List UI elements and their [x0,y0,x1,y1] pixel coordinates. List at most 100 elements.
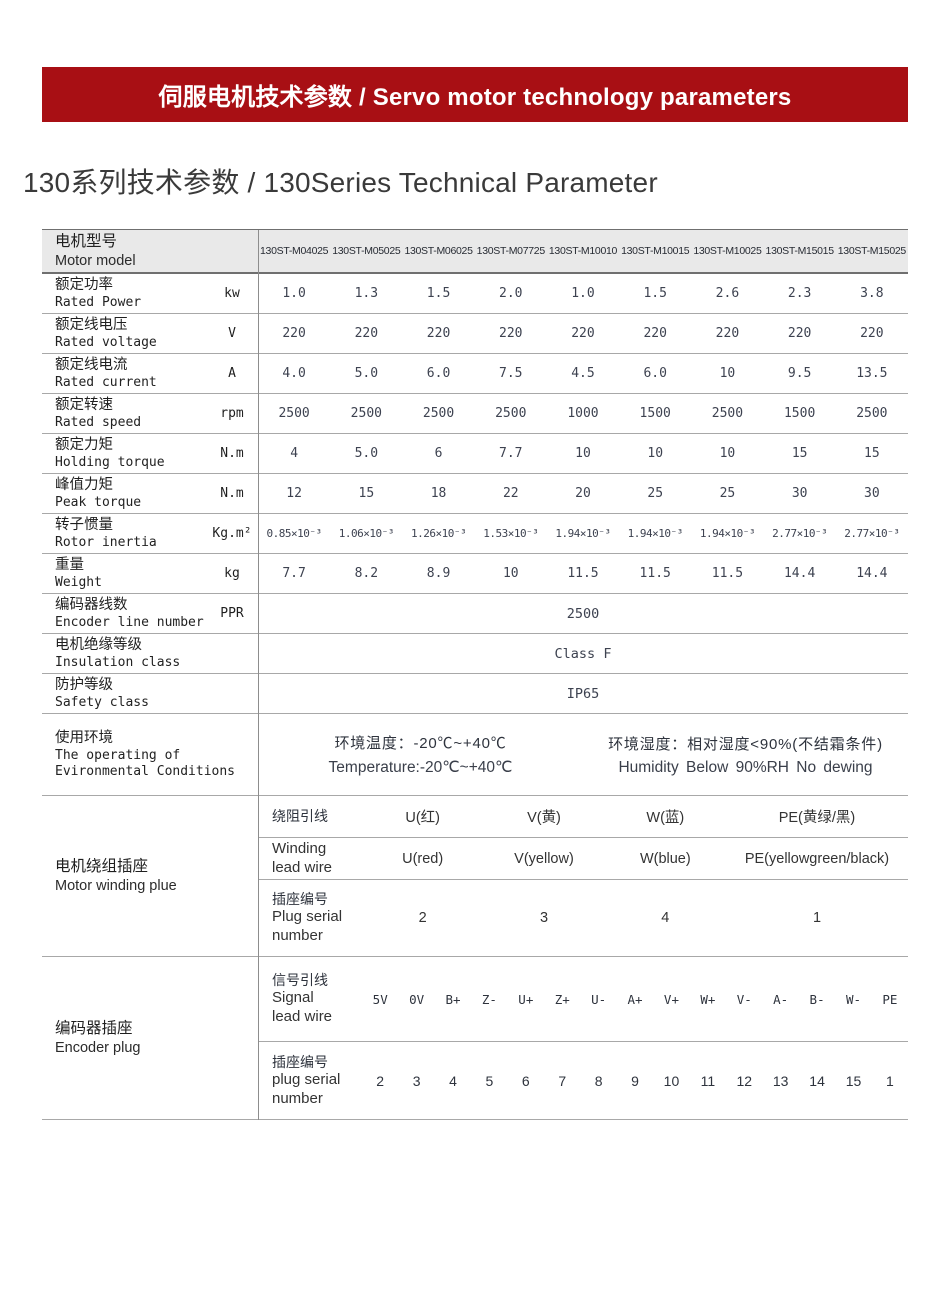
value-cell: 4.5 [571,366,595,381]
plug-serial-row-value: 1 [812,910,822,926]
encoder-serial-row-value: 4 [449,1072,457,1089]
value-cell: 6 [434,446,443,461]
value-cell: 1.94×10⁻³ [627,527,684,540]
value-cell: 220 [571,326,595,341]
signal-lead-row-label-line: Signal [272,989,314,1007]
value-cell: 11.5 [567,566,599,581]
span-value: Class F [554,645,612,662]
row-label-zh: 额定线电压 [55,316,128,333]
value-cell: 1.5 [643,286,667,301]
encoder-serial-row-value: 11 [700,1072,716,1089]
wire-en-row-value: U(red) [402,850,444,867]
table-row: 额定线电流 Rated current A 4.0 5.0 6.0 7.5 4.5 6.0 10 9… [42,354,908,394]
row-label-lines: 转子惯量 Rotor inertia [55,516,206,551]
temperature-en: Temperature:-20℃~+40℃ [328,759,513,776]
row-label-en: The operating of [55,747,181,763]
encoder-serial-row-value: 9 [631,1072,639,1089]
model-name: 130ST-M04025 [260,245,329,257]
signal-lead-row-value: Z+ [554,991,570,1007]
row-label: 使用环境 The operating of Evironmental Conditi… [42,714,258,795]
signal-lead-row-value: V+ [663,991,679,1007]
encoder-section: 编码器插座 Encoder plug 信号引线 Signal lead wire 5V 0V… [42,957,908,1120]
row-label: 转子惯量 Rotor inertia Kg.m² [42,514,258,553]
encoder-serial-row-value: 7 [558,1072,567,1089]
humidity-zh: 环境湿度：相对湿度<90%(不结霜条件) [608,735,883,753]
row-label-zh: 转子惯量 [55,516,113,533]
model-name: 130ST-M10010 [548,245,618,257]
temperature-zh: 环境温度：-20℃~+40℃ [334,735,507,752]
model-name: 130ST-M10015 [621,245,690,257]
signal-lead-row-label-line: lead wire [272,1008,333,1026]
row-label-lines: 额定转速 Rated speed [55,396,206,431]
signal-lead-row-value: B- [809,991,825,1007]
row-label: 电机绝缘等级 Insulation class [42,634,258,673]
value-cell: 2500 [350,406,382,421]
value-cell: 14.4 [783,566,816,581]
row-label-lines: 额定力矩 Holding torque [55,436,206,471]
row-unit: kg [224,566,240,581]
value-cell: 6.0 [426,366,451,381]
section-label-en: Encoder plug [55,1040,141,1056]
plug-serial-row: 插座编号 Plug serial number 2 3 4 1 [258,879,908,956]
value-cell: 2.3 [787,286,812,301]
signal-lead-row: 信号引线 Signal lead wire 5V 0V B+ Z- U+ Z+ U- A+ V+ W+ V… [258,957,908,1041]
value-cell: 10 [719,446,736,461]
value-cell: 220 [426,326,451,341]
wire-zh-row: 绕阻引线 U(红) V(黄) W(蓝) PE(黄绿/黑) [258,796,908,837]
section-label-zh: 电机绕组插座 [55,857,149,875]
section-label: 编码器插座 Encoder plug [42,957,258,1119]
encoder-subrows: 信号引线 Signal lead wire 5V 0V B+ Z- U+ Z+ U- A+ V+ W+ V… [258,957,908,1119]
value-cell: 10 [647,446,664,461]
row-label-zh: 电机绝缘等级 [55,636,142,653]
signal-lead-row-value: U- [591,991,607,1007]
table-row: 额定力矩 Holding torque N.m 4 5.0 6 7.7 10 10 10 15 15 [42,434,908,474]
value-cell: 1000 [567,406,599,421]
signal-lead-row-value: PE [882,991,898,1007]
wire-en-row-values: U(red) V(yellow) W(blue) PE(yellowgreen/bla… [362,838,908,879]
value-cell: 9.5 [787,366,812,381]
spec-table: 电机型号 Motor model 130ST-M04025 130ST-M05025 1… [42,229,908,1120]
model-columns: 130ST-M04025 130ST-M05025 130ST-M06025 130S… [258,230,908,272]
encoder-serial-row-label-line: 插座编号 [272,1053,328,1070]
value-cell: 1.06×10⁻³ [338,527,395,540]
value-cell: 2.0 [499,286,523,301]
row-label-en: Rated current [55,374,157,390]
wire-en-row: Winding lead wire U(red) V(yellow) W(blue) PE… [258,837,908,879]
row-label: 防护等级 Safety class [42,674,258,713]
row-values: 2500 2500 2500 2500 1000 1500 2500 1500 2500 [258,394,908,433]
signal-lead-row-label: 信号引线 Signal lead wire [258,957,362,1041]
span-value: IP65 [566,685,600,702]
value-cell: 1.3 [354,286,379,301]
row-label-en: Rated Power [55,294,142,310]
plug-serial-row-label-line: 插座编号 [272,891,328,908]
row-unit: rpm [220,406,244,421]
value-cell: 11.5 [711,566,744,581]
value-cell: 20 [575,486,591,501]
signal-lead-row-value: V- [736,991,752,1007]
temperature-cell: 环境温度：-20℃~+40℃ Temperature:-20℃~+40℃ [258,714,583,795]
table-row: 额定线电压 Rated voltage V 220 220 220 220 220 220 220… [42,314,908,354]
row-label: 峰值力矩 Peak torque N.m [42,474,258,513]
row-label-lines: 峰值力矩 Peak torque [55,476,206,511]
value-cell: 30 [864,486,880,501]
row-values: 1.0 1.3 1.5 2.0 1.0 1.5 2.6 2.3 3.8 [258,274,908,313]
section-label-lines: 电机绕组插座 Motor winding plue [55,857,258,895]
encoder-serial-row-value: 10 [663,1072,680,1089]
value-cell: 2500 [856,406,888,421]
series-title: 130系列技术参数 / 130Series Technical Paramete… [23,167,658,198]
value-cell: 5.0 [354,446,379,461]
value-cell: 25 [647,486,664,501]
value-cell: 1.26×10⁻³ [410,527,467,540]
row-label-en: Insulation class [55,654,181,670]
row-unit: A [228,366,236,381]
column-divider [258,230,259,1120]
red-banner: 伺服电机技术参数 / Servo motor technology parame… [42,67,908,122]
value-cell: 7.5 [499,366,523,381]
row-unit: Kg.m² [212,526,252,541]
value-cell: 1.94×10⁻³ [699,527,756,540]
winding-section: 电机绕组插座 Motor winding plue 绕阻引线 U(红) V(黄) W(蓝)… [42,796,908,957]
environment-row: 使用环境 The operating of Evironmental Conditi… [42,714,908,796]
plug-serial-row-label-line: number [272,927,323,945]
row-values: 220 220 220 220 220 220 220 220 220 [258,314,908,353]
table-row: 重量 Weight kg 7.7 8.2 8.9 10 11.5 11.5 11.5 14.4 14.… [42,554,908,594]
